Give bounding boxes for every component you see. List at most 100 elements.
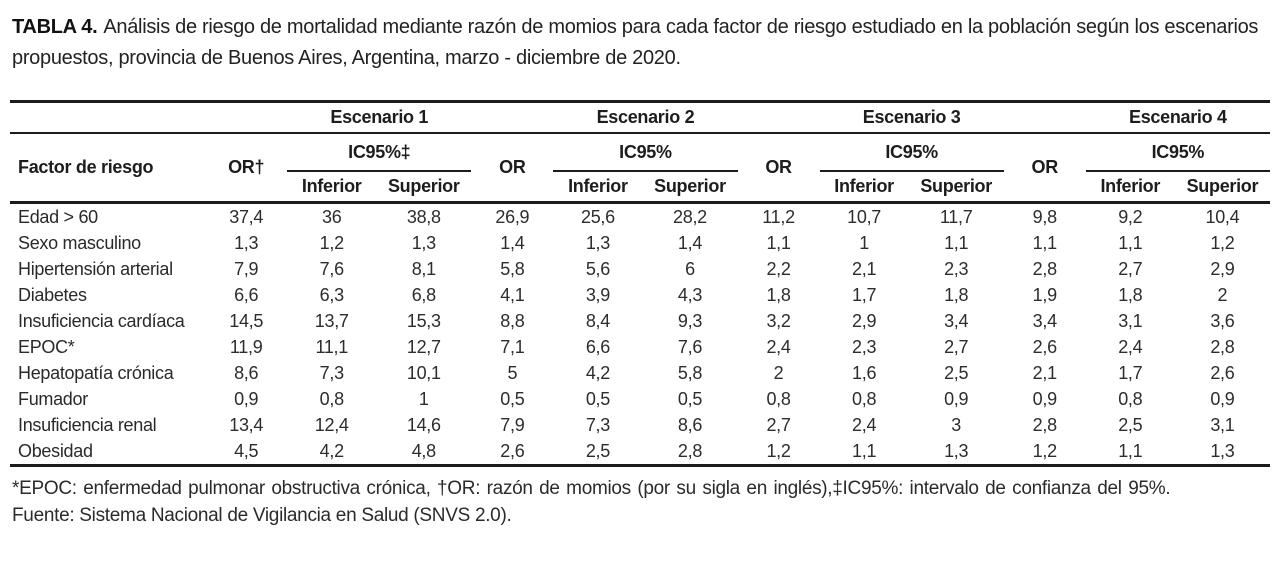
risk-factor-cell: Insuficiencia renal [18, 414, 157, 435]
value-cell: 2,5 [1118, 414, 1143, 435]
value-cell: 2,4 [766, 336, 791, 357]
table-caption-label: TABLA 4. [12, 16, 98, 38]
superior-header: Superior [908, 171, 1004, 204]
value-cell: 0,9 [1210, 388, 1235, 409]
value-cell: 2,5 [944, 362, 969, 383]
superior-header: Superior [376, 171, 472, 204]
value-cell: 0,5 [585, 388, 610, 409]
value-cell: 3,6 [1210, 310, 1235, 331]
scenario-4-header: Escenario 4 [1085, 101, 1270, 134]
value-cell: 2 [773, 362, 784, 383]
value-cell: 0,8 [1118, 388, 1143, 409]
inferior-header: Inferior [819, 171, 909, 204]
value-cell: 6,8 [411, 284, 436, 305]
value-cell: 1 [859, 232, 869, 253]
value-cell: 2,6 [1210, 362, 1235, 383]
value-cell: 1,3 [411, 232, 436, 253]
value-cell: 3,4 [1032, 310, 1057, 331]
value-cell: 10,4 [1205, 206, 1240, 227]
value-cell: 1,8 [944, 284, 969, 305]
scenario-header-row: Escenario 1 Escenario 2 Escenario 3 Esce… [10, 101, 1270, 134]
ic95-header-4: IC95% [1085, 133, 1270, 172]
value-cell: 5 [507, 362, 518, 383]
table-row: Fumador 0,9 0,8 1 0,5 0,5 0,5 0,8 0,8 0,9 0,9 0,8 0,… [10, 386, 1270, 412]
value-cell: 2,8 [1032, 258, 1057, 279]
value-cell: 36 [322, 206, 342, 227]
table-row: Sexo masculino 1,3 1,2 1,3 1,4 1,3 1,4 1,1 1 1,1 1… [10, 230, 1270, 256]
value-cell: 2 [1217, 284, 1228, 305]
value-cell: 1,7 [852, 284, 877, 305]
value-cell: 4,2 [585, 362, 610, 383]
value-cell: 1,9 [1032, 284, 1057, 305]
superior-header: Superior [642, 171, 738, 204]
value-cell: 0,8 [319, 388, 344, 409]
value-cell: 0,5 [677, 388, 703, 409]
value-cell: 2,6 [1032, 336, 1057, 357]
table-row: EPOC* 11,9 11,1 12,7 7,1 6,6 7,6 2,4 2,3 2,7 2,6 2,… [10, 334, 1270, 360]
value-cell: 2,4 [852, 414, 877, 435]
value-cell: 4,1 [500, 284, 525, 305]
table-row: Hipertensión arterial 7,9 7,6 8,1 5,8 5,6 6 2,2… [10, 256, 1270, 282]
value-cell: 7,1 [500, 336, 525, 357]
value-cell: 15,3 [406, 310, 441, 331]
value-cell: 7,3 [319, 362, 344, 383]
superior-header: Superior [1174, 171, 1270, 204]
value-cell: 5,8 [677, 362, 703, 383]
value-cell: 1,7 [1118, 362, 1143, 383]
factor-column-header: Factor de riesgo [10, 133, 206, 204]
risk-factor-cell: Obesidad [18, 440, 93, 461]
table-row: Insuficiencia cardíaca 14,5 13,7 15,3 8,8 8,4… [10, 308, 1270, 334]
value-cell: 4,2 [319, 440, 344, 461]
risk-factor-cell: Hepatopatía crónica [18, 362, 174, 383]
value-cell: 11,2 [762, 206, 795, 227]
value-cell: 3,1 [1118, 310, 1143, 331]
value-cell: 1,1 [1032, 232, 1057, 253]
value-cell: 13,4 [229, 414, 264, 435]
value-cell: 7,6 [319, 258, 344, 279]
value-cell: 3,1 [1210, 414, 1235, 435]
value-cell: 1,2 [319, 232, 344, 253]
inferior-header: Inferior [553, 171, 643, 204]
value-cell: 4,3 [677, 284, 703, 305]
value-cell: 8,8 [500, 310, 525, 331]
value-cell: 11,1 [315, 336, 348, 357]
value-cell: 26,9 [495, 206, 530, 227]
inferior-header: Inferior [1085, 171, 1175, 204]
value-cell: 9,2 [1118, 206, 1143, 227]
value-cell: 2,7 [1118, 258, 1143, 279]
value-cell: 3,9 [585, 284, 610, 305]
risk-factor-cell: Hipertensión arterial [18, 258, 173, 279]
table-row: Hepatopatía crónica 8,6 7,3 10,1 5 4,2 5,8 2 1,6… [10, 360, 1270, 386]
ic95-header-row: Factor de riesgo OR† IC95%‡ OR IC95% OR … [10, 133, 1270, 204]
table-row: Insuficiencia renal 13,4 12,4 14,6 7,9 7,3 8,6… [10, 412, 1270, 438]
value-cell: 5,8 [500, 258, 525, 279]
empty-cell [10, 101, 206, 134]
value-cell: 1,3 [1210, 440, 1235, 461]
value-cell: 9,3 [677, 310, 703, 331]
table-row: Diabetes 6,6 6,3 6,8 4,1 3,9 4,3 1,8 1,7 1,8 1,9 1,… [10, 282, 1270, 308]
value-cell: 9,8 [1032, 206, 1057, 227]
value-cell: 10,1 [406, 362, 441, 383]
value-cell: 0,8 [852, 388, 877, 409]
risk-factor-cell: Fumador [18, 388, 88, 409]
table-row: Obesidad 4,5 4,2 4,8 2,6 2,5 2,8 1,2 1,1 1,3 1,2 1,… [10, 438, 1270, 466]
value-cell: 2,2 [766, 258, 791, 279]
value-cell: 14,6 [406, 414, 441, 435]
value-cell: 0,9 [1032, 388, 1057, 409]
value-cell: 1,1 [766, 232, 791, 253]
value-cell: 1,1 [944, 232, 969, 253]
table-header: Escenario 1 Escenario 2 Escenario 3 Esce… [10, 101, 1270, 204]
value-cell: 0,5 [500, 388, 525, 409]
value-cell: 1,1 [1118, 440, 1143, 461]
value-cell: 1 [418, 388, 429, 409]
value-cell: 13,7 [314, 310, 349, 331]
value-cell: 3,2 [766, 310, 791, 331]
risk-factor-cell: Insuficiencia cardíaca [18, 310, 185, 331]
scenario-2-header: Escenario 2 [553, 101, 738, 134]
value-cell: 12,4 [314, 414, 349, 435]
or-header-1: OR† [205, 133, 288, 204]
risk-factor-cell: Sexo masculino [18, 232, 141, 253]
value-cell: 2,9 [1210, 258, 1235, 279]
value-cell: 8,6 [677, 414, 703, 435]
